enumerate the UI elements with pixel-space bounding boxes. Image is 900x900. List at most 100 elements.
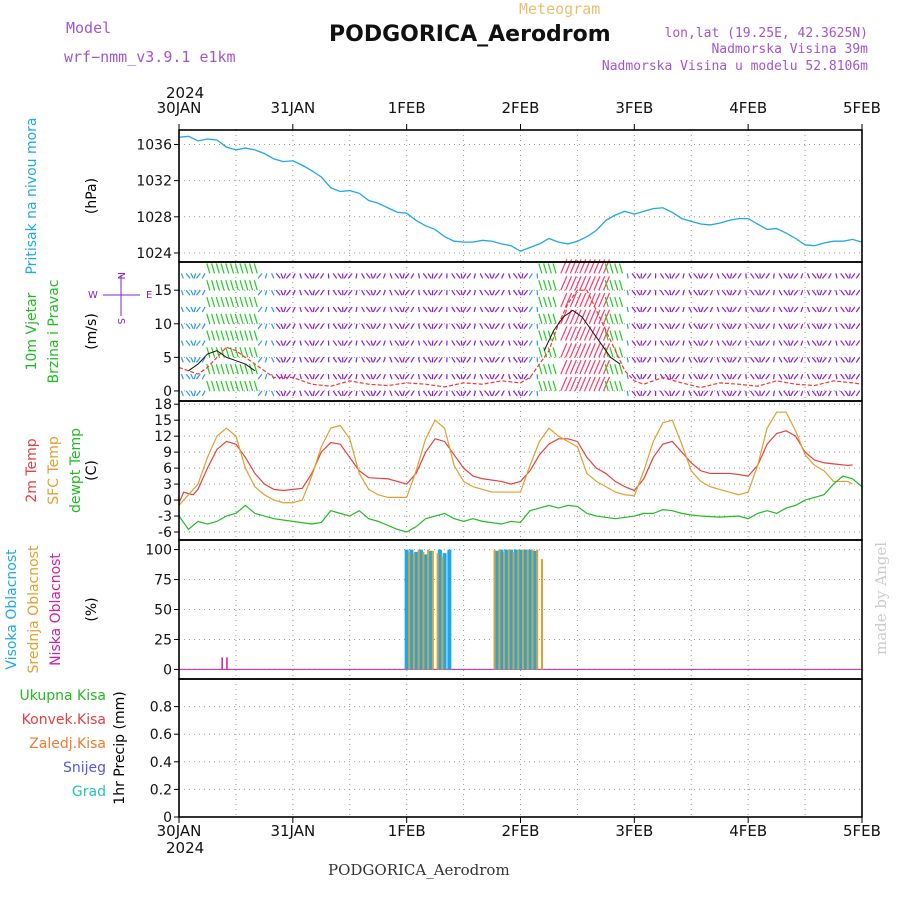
wind-barb xyxy=(343,289,348,296)
wind-barb xyxy=(669,290,672,296)
y-tick-label: 25 xyxy=(154,632,172,648)
wind-barb xyxy=(819,357,823,363)
wind-barb xyxy=(257,306,263,313)
model-label: Model xyxy=(66,19,112,37)
wind-barb xyxy=(773,323,775,329)
wind-barb xyxy=(806,357,811,363)
wind-barb xyxy=(304,289,310,296)
elevation-text: Nadmorska Visina 39m xyxy=(711,42,868,57)
wind-barb xyxy=(489,323,493,329)
wind-barb xyxy=(631,340,637,346)
y-tick-label: 5 xyxy=(163,350,172,366)
wind-barb xyxy=(604,330,609,341)
wind-barb xyxy=(402,373,405,380)
wind-barb xyxy=(697,306,701,313)
wind-barb xyxy=(229,280,235,291)
wind-barb xyxy=(337,306,342,313)
wind-barb xyxy=(754,373,760,380)
x-tick-label-top: 4FEB xyxy=(729,99,767,117)
wind-barb xyxy=(675,273,680,279)
wind-barb xyxy=(618,313,624,324)
wind-barb xyxy=(462,373,467,380)
wind-barb xyxy=(604,263,609,274)
wind-barb xyxy=(280,323,284,329)
wind-barb xyxy=(438,289,443,296)
wind-barb xyxy=(264,340,268,346)
wind-barb xyxy=(703,306,709,313)
wind-barb xyxy=(422,356,428,363)
wind-barb xyxy=(819,290,823,296)
wind-barb xyxy=(473,273,477,279)
wind-barb xyxy=(314,340,320,346)
wind-barb xyxy=(844,357,849,363)
wind-barb xyxy=(750,289,755,296)
wind-barb xyxy=(840,323,845,330)
wind-barb xyxy=(647,306,652,313)
wind-barb xyxy=(501,323,505,330)
wind-barb xyxy=(512,323,518,330)
wind-barb xyxy=(693,356,699,363)
wind-barb xyxy=(697,323,701,329)
wind-barb xyxy=(721,289,727,296)
mid-cloud-bar xyxy=(526,549,529,670)
wind-barb xyxy=(811,340,817,346)
wind-barb xyxy=(840,273,845,279)
wind-barb xyxy=(193,323,197,329)
wind-barb xyxy=(793,340,799,346)
wind-barb xyxy=(508,340,511,346)
dewpoint-line xyxy=(178,475,863,533)
wind-barb xyxy=(355,323,358,329)
wind-barb xyxy=(234,263,239,274)
wind-barb xyxy=(319,289,325,296)
y-axis-unit: (m/s) xyxy=(84,313,100,350)
wind-barb xyxy=(773,306,775,313)
wind-barb xyxy=(215,380,220,392)
wind-barb xyxy=(394,273,400,279)
wind-barb xyxy=(417,340,421,346)
high-cloud-bar xyxy=(404,549,409,670)
wind-barb xyxy=(512,289,518,296)
wind-barb xyxy=(319,340,325,346)
x-tick-label-top: 3FEB xyxy=(615,99,653,117)
wind-barb xyxy=(376,390,382,397)
wind-barb xyxy=(827,323,832,330)
wind-barb xyxy=(433,289,438,296)
wind-barb xyxy=(579,275,587,291)
wind-barb xyxy=(671,340,676,346)
wind-barb xyxy=(484,273,490,279)
wind-barb xyxy=(438,357,443,363)
wind-barb xyxy=(675,390,680,397)
wind-barb xyxy=(787,273,791,279)
wind-barb xyxy=(547,347,552,358)
wind-barb xyxy=(682,357,685,363)
wind-barb xyxy=(844,306,849,313)
wind-barb xyxy=(604,380,609,392)
wind-barb xyxy=(737,306,742,313)
wind-barb xyxy=(292,357,296,363)
y-tick-label: -6 xyxy=(158,525,172,541)
wind-barb xyxy=(215,280,220,291)
wind-barb xyxy=(410,373,415,380)
compass-s: S xyxy=(115,318,126,324)
wind-barb xyxy=(455,340,461,346)
wind-barb xyxy=(675,373,680,380)
wind-barb xyxy=(849,273,851,279)
wind-barb xyxy=(355,290,358,296)
wind-barb xyxy=(229,263,235,274)
wind-barb xyxy=(783,340,789,346)
y-tick-label: 0 xyxy=(163,384,172,400)
wind-barb xyxy=(754,273,760,279)
wind-barb xyxy=(489,289,493,296)
wind-barb xyxy=(521,273,524,279)
wind-barb xyxy=(721,273,727,279)
y-tick-label: 1032 xyxy=(136,174,172,190)
mid-cloud-bar xyxy=(498,549,501,670)
wind-barb xyxy=(816,373,820,380)
high-cloud-bar xyxy=(414,551,419,670)
wind-barb xyxy=(721,306,727,313)
y-tick-label: 0.2 xyxy=(150,782,172,798)
wind-barb xyxy=(355,340,358,346)
wind-barb xyxy=(773,357,775,363)
high-cloud-bar xyxy=(447,549,452,670)
wind-barb xyxy=(800,306,804,313)
